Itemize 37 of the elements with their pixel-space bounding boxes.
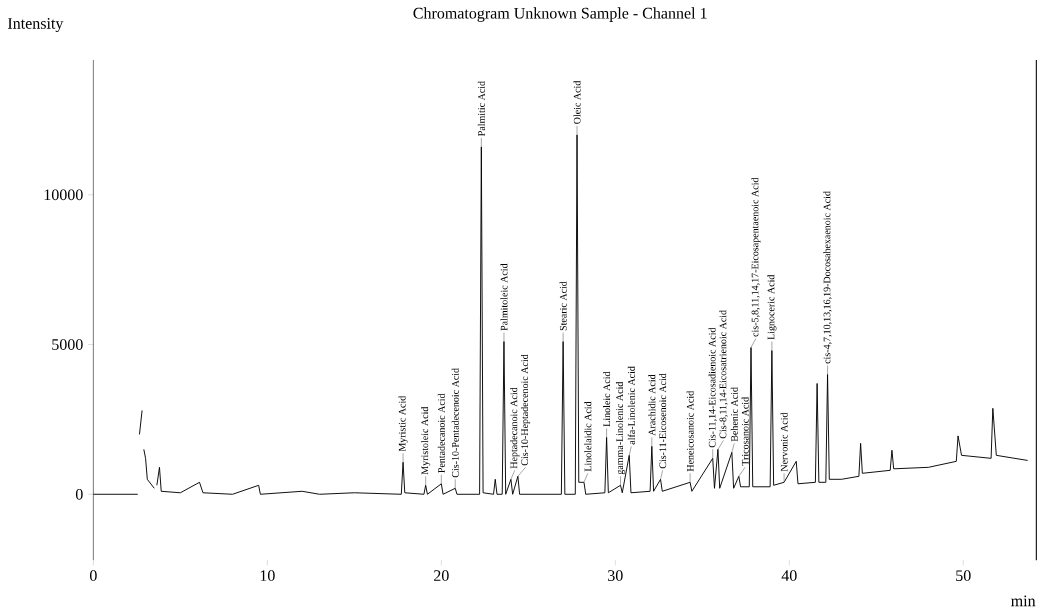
- x-tick-label: 20: [434, 570, 449, 582]
- annotation: Cis-10-Heptadecenoic Acid: [520, 354, 531, 466]
- annotation: Stearic Acid: [559, 281, 567, 331]
- annotation: Cis-10-Pentadecenoic Acid: [451, 368, 459, 478]
- annotation: Heneicosanoic Acid: [686, 391, 694, 472]
- chart-title: Chromatogram Unknown Sample - Channel 1: [413, 7, 707, 23]
- annotation: Palmitoleic Acid: [500, 263, 508, 331]
- annotation: Nervonic Acid: [780, 412, 788, 472]
- annotation: Cis-8,11,14-Eicosatrienoic Acid: [719, 310, 728, 439]
- annotation: Linolelaidic Acid: [584, 401, 592, 472]
- annotation: gamma-Linolenic Acid: [615, 381, 626, 475]
- annotation: Cis-11-Eicosenoic Acid: [659, 373, 667, 469]
- x-tick-label: 10: [260, 570, 275, 582]
- x-axis-title: min: [1011, 595, 1036, 607]
- x-tick-label: 30: [608, 570, 623, 582]
- x-tick-label: 50: [956, 570, 971, 582]
- x-tick-label: 0: [89, 570, 97, 582]
- y-axis-title: Intensity: [7, 18, 64, 33]
- annotation: Cis-11,14-Eicosadienoic Acid: [708, 327, 717, 448]
- y-tick-label: 0: [75, 489, 83, 500]
- annotation: Linoleic Acid: [603, 371, 611, 427]
- annotation: cis-4,7,10,13,16,19-Docosahexaenoic Acid: [823, 191, 832, 364]
- annotation: Heptadecanoic Acid: [510, 387, 520, 469]
- annotation: Myristic Acid: [398, 396, 408, 452]
- annotation: alfa-Linolenic Acid: [627, 366, 635, 445]
- annotation: Pentadecanoic Acid: [437, 393, 445, 474]
- annotation: Oleic Acid: [573, 81, 581, 125]
- annotation: cis-5,8,11,14,17-Eicosapentaenoic Acid: [751, 177, 761, 337]
- annotation: Myristoleic Acid: [421, 406, 431, 475]
- annotation: Lignoceric Acid: [767, 275, 777, 340]
- y-tick-label: 10000: [44, 189, 83, 201]
- annotation: Behenic Acid: [730, 387, 738, 442]
- annotation: Tricosanoic Acid: [741, 397, 749, 466]
- annotation: Palmitic Acid: [477, 81, 485, 137]
- x-tick-label: 40: [781, 570, 797, 582]
- y-tick-label: 5000: [52, 339, 83, 351]
- annotation: Arachidic Acid: [648, 374, 656, 436]
